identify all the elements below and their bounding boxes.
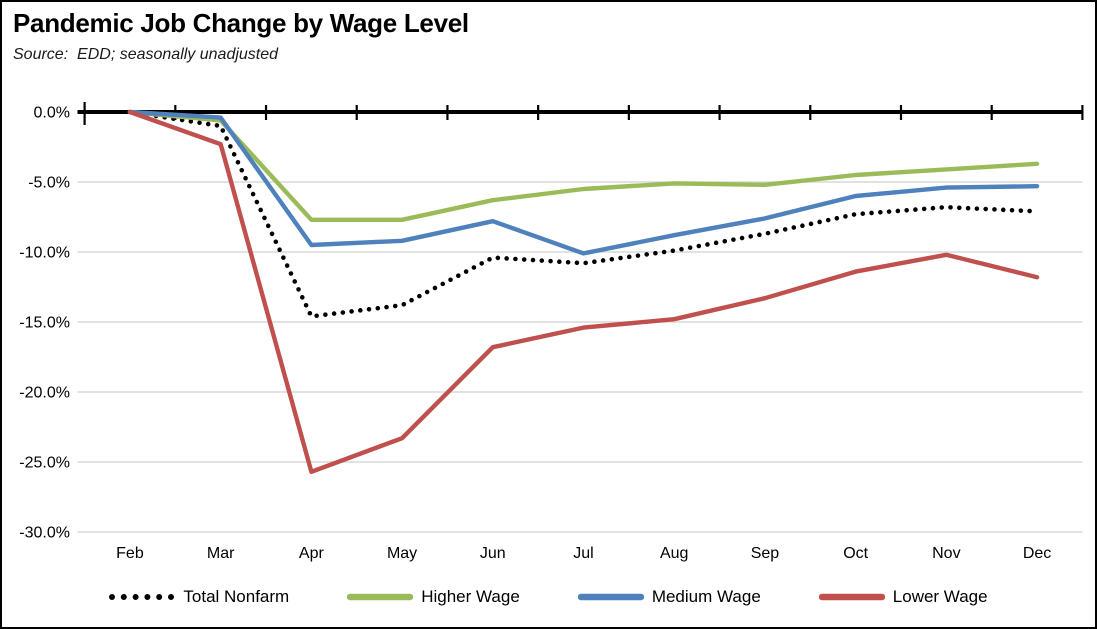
legend-item-lower-wage: Lower Wage [818, 587, 988, 607]
svg-text:-5.0%: -5.0% [28, 175, 70, 192]
svg-text:Nov: Nov [932, 545, 960, 562]
chart-source-note: Source: EDD; seasonally unadjusted [13, 46, 279, 63]
medium-wage-line-swatch-icon [577, 593, 644, 601]
svg-text:Mar: Mar [207, 545, 235, 562]
svg-text:Oct: Oct [843, 545, 868, 562]
svg-text:Feb: Feb [116, 545, 144, 562]
legend-item-medium-wage: Medium Wage [577, 587, 761, 607]
svg-text:Sep: Sep [751, 545, 780, 562]
svg-text:Jul: Jul [573, 545, 593, 562]
svg-text:Jun: Jun [480, 545, 506, 562]
svg-text:-15.0%: -15.0% [19, 315, 70, 332]
legend-label: Lower Wage [892, 587, 988, 606]
legend-item-total-nonfarm: Total Nonfarm [109, 587, 289, 607]
svg-text:Apr: Apr [299, 545, 325, 562]
legend-item-higher-wage: Higher Wage [347, 587, 520, 607]
chart-title: Pandemic Job Change by Wage Level [13, 8, 469, 38]
svg-text:May: May [387, 545, 417, 562]
legend-label: Medium Wage [651, 587, 761, 606]
svg-text:-25.0%: -25.0% [19, 455, 70, 472]
svg-text:-10.0%: -10.0% [19, 245, 70, 262]
svg-text:Aug: Aug [660, 545, 688, 562]
svg-text:-30.0%: -30.0% [19, 525, 70, 542]
higher-wage-line-swatch-icon [347, 593, 414, 601]
svg-text:0.0%: 0.0% [34, 105, 70, 122]
svg-text:-20.0%: -20.0% [19, 385, 70, 402]
svg-text:Dec: Dec [1023, 545, 1051, 562]
chart-legend: Total Nonfarm Higher Wage Medium Wage Lo… [2, 576, 1095, 618]
legend-label: Higher Wage [421, 587, 520, 606]
lower-wage-line-swatch-icon [818, 593, 885, 601]
total-nonfarm-dotted-line-swatch-icon [109, 594, 176, 600]
legend-label: Total Nonfarm [183, 587, 290, 606]
